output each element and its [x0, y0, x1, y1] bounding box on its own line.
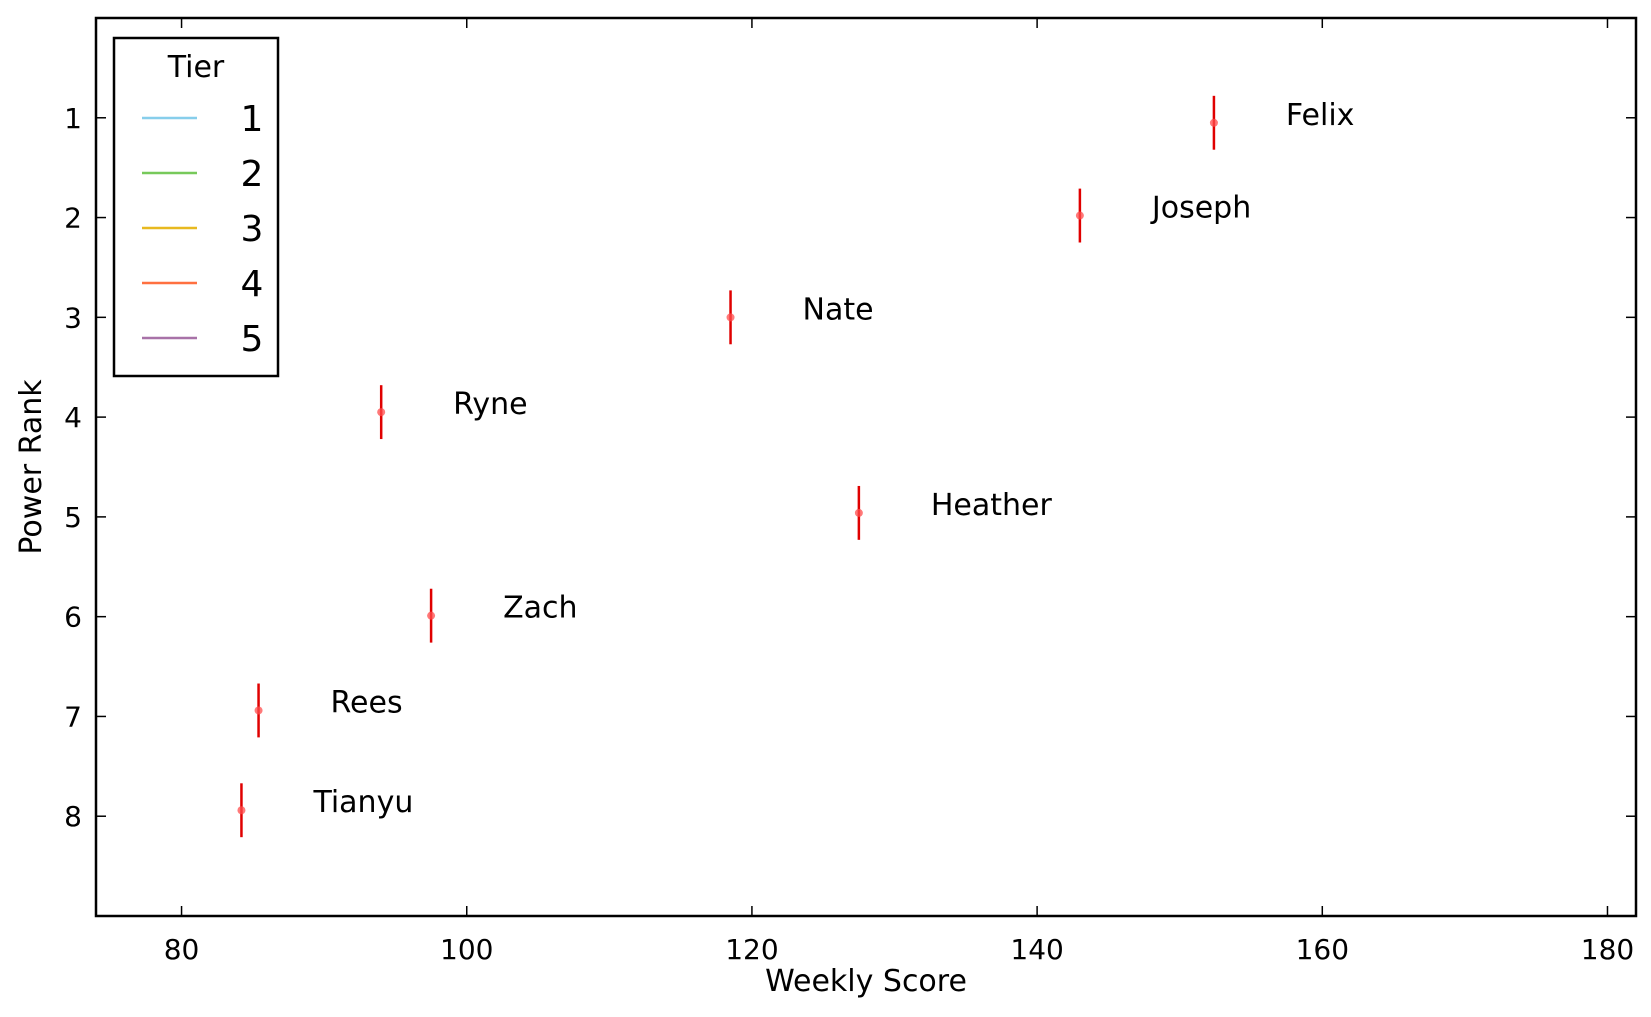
data-point	[237, 806, 246, 815]
x-tick-label: 100	[440, 933, 493, 966]
y-tick-label: 1	[64, 102, 82, 135]
point-label: Joseph	[1150, 191, 1251, 226]
y-tick-label: 4	[64, 401, 82, 434]
data-point	[427, 611, 436, 620]
y-tick-label: 5	[64, 501, 82, 534]
x-axis-label: Weekly Score	[765, 964, 967, 999]
plot-area	[94, 16, 1638, 918]
y-axis: 1 2 3 4 5 6 7 8	[64, 102, 1636, 833]
point-label: Zach	[503, 591, 577, 626]
y-axis-label: Power Rank	[14, 379, 49, 555]
data-points: Felix Joseph Nate Ryne Heather Zach Rees Tianyu	[237, 95, 1355, 838]
legend-label: 2	[241, 154, 264, 195]
y-tick-label: 2	[64, 202, 82, 235]
point-label: Felix	[1286, 98, 1355, 133]
x-tick-label: 120	[725, 933, 778, 966]
data-point-group: Heather	[854, 485, 1053, 540]
point-label: Heather	[931, 488, 1053, 523]
legend-label: 3	[241, 209, 264, 250]
data-point	[726, 313, 735, 322]
y-tick-label: 7	[64, 700, 82, 733]
data-point	[854, 508, 863, 517]
legend: Tier 1 2 3 4 5	[112, 36, 280, 378]
data-point-group: Tianyu	[237, 783, 413, 838]
x-tick-label: 180	[1581, 933, 1634, 966]
data-point	[1209, 118, 1218, 127]
y-tick-label: 8	[64, 800, 82, 833]
data-point-group: Nate	[726, 290, 874, 345]
data-point-group: Ryne	[377, 385, 528, 440]
x-tick-label: 80	[164, 933, 200, 966]
data-point-group: Felix	[1209, 95, 1355, 150]
point-label: Ryne	[453, 387, 527, 422]
legend-box	[112, 36, 280, 378]
data-point	[377, 408, 386, 417]
legend-title: Tier	[167, 50, 225, 85]
data-point	[1075, 211, 1084, 220]
y-tick-label: 3	[64, 301, 82, 334]
y-tick-label: 6	[64, 601, 82, 634]
x-axis: 80 100 120 140 160 180	[164, 18, 1634, 966]
legend-label: 4	[241, 264, 264, 305]
data-point-group: Rees	[254, 683, 403, 738]
point-label: Tianyu	[312, 785, 413, 820]
x-tick-label: 140	[1010, 933, 1063, 966]
data-point-group: Zach	[427, 588, 578, 643]
data-point-group: Joseph	[1075, 188, 1251, 243]
point-label: Rees	[331, 685, 403, 720]
legend-label: 5	[241, 319, 264, 360]
data-point	[254, 706, 263, 715]
point-label: Nate	[803, 292, 874, 327]
x-tick-label: 160	[1296, 933, 1349, 966]
legend-label: 1	[241, 99, 264, 140]
